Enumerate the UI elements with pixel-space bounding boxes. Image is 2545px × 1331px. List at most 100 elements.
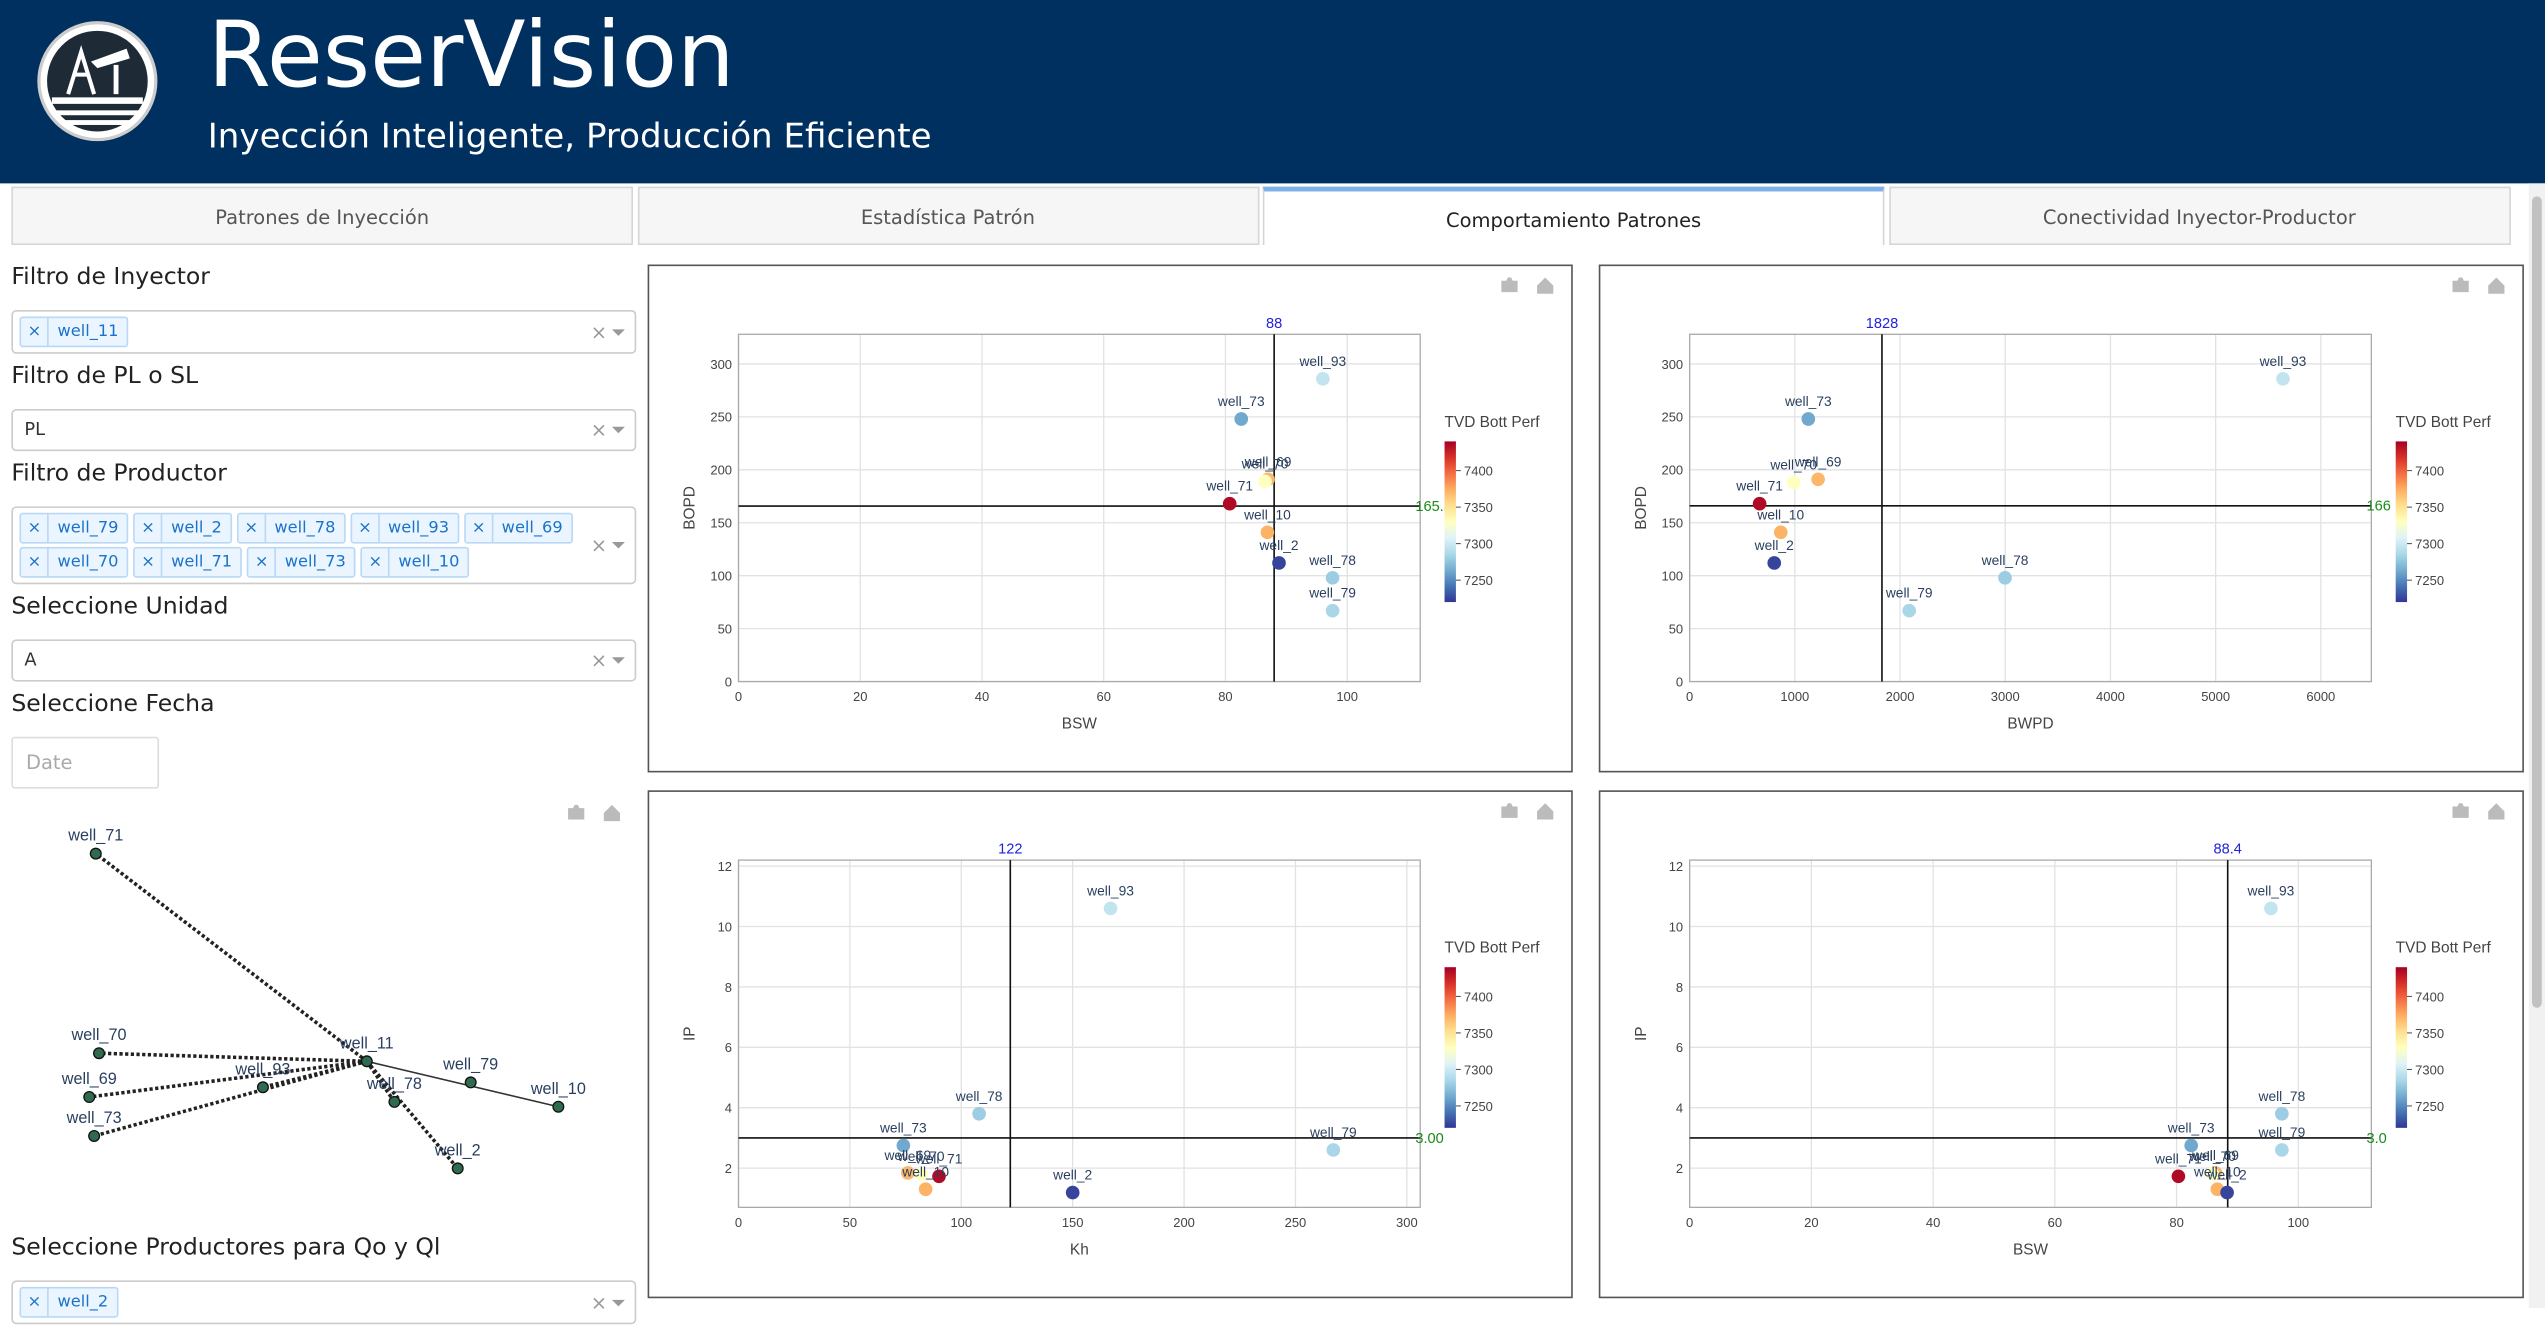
modebar-camera[interactable]	[2452, 277, 2469, 293]
x-tick-label: 0	[735, 689, 742, 704]
reference-label: 3.00	[1415, 1131, 1443, 1147]
data-point[interactable]	[2205, 1167, 2220, 1181]
dropdown-caret[interactable]	[611, 426, 625, 440]
data-point[interactable]	[932, 1169, 946, 1184]
network-node[interactable]	[360, 1055, 373, 1068]
tag-remove[interactable]: ×	[135, 514, 163, 543]
modebar-camera[interactable]	[1501, 277, 1518, 293]
app-title: ReserVision	[207, 3, 735, 109]
data-point[interactable]	[2275, 1143, 2289, 1157]
dropdown[interactable]: PL ×	[11, 408, 637, 452]
data-point[interactable]	[2264, 901, 2278, 916]
dropdown-caret[interactable]	[611, 657, 625, 670]
data-point[interactable]	[1786, 475, 1801, 490]
data-point[interactable]	[1325, 603, 1340, 618]
data-point[interactable]	[1767, 556, 1782, 570]
tag: × well_10	[360, 546, 470, 578]
clear-button[interactable]: ×	[590, 1290, 608, 1314]
data-point[interactable]	[918, 1182, 933, 1197]
modebar-home[interactable]	[603, 804, 621, 822]
point-label: well_78	[955, 1089, 1003, 1104]
dropdown-caret[interactable]	[611, 328, 625, 342]
network-node[interactable]	[93, 1047, 106, 1060]
network-node[interactable]	[256, 1081, 269, 1094]
tab[interactable]: Conectividad Inyector-Productor	[1888, 186, 2511, 246]
clear-button[interactable]: ×	[590, 320, 608, 344]
chart: 0 50 100 150 200 250 300 2 4 6 8 10 12 Kh IP 122 3.00 725…	[682, 803, 1554, 1258]
dropdown[interactable]: × well_11 ×	[11, 309, 637, 354]
modebar-camera[interactable]	[568, 804, 585, 820]
network-node[interactable]	[89, 847, 102, 860]
network-node[interactable]	[451, 1162, 464, 1175]
tag-remove[interactable]: ×	[465, 514, 494, 543]
filter-label: Seleccione Fecha	[11, 691, 215, 718]
data-point[interactable]	[1222, 496, 1237, 511]
tag-remove[interactable]: ×	[352, 514, 380, 543]
dropdown[interactable]: × well_79 × well_2 × well_78 × well_93 × well_69×…	[11, 506, 637, 585]
data-point[interactable]	[1260, 525, 1275, 540]
tab[interactable]: Estadística Patrón	[637, 186, 1259, 246]
dropdown[interactable]: × well_2 ×	[11, 1280, 637, 1325]
data-point[interactable]	[1258, 474, 1272, 489]
data-point[interactable]	[2171, 1169, 2186, 1184]
modebar-camera[interactable]	[1501, 803, 1518, 818]
network-node[interactable]	[83, 1091, 96, 1104]
clear-button[interactable]: ×	[590, 418, 608, 442]
point-label: well_73	[879, 1120, 927, 1135]
data-point[interactable]	[1998, 570, 2012, 585]
dropdown-caret[interactable]	[611, 1299, 625, 1312]
modebar-home[interactable]	[1537, 803, 1554, 820]
data-point[interactable]	[896, 1138, 911, 1153]
data-point[interactable]	[2275, 1106, 2289, 1121]
modebar-home[interactable]	[2488, 803, 2505, 820]
data-point[interactable]	[2184, 1138, 2199, 1153]
data-point[interactable]	[1811, 472, 1825, 487]
data-point[interactable]	[1773, 525, 1788, 540]
data-point[interactable]	[972, 1106, 986, 1121]
scroll-thumb[interactable]	[2532, 196, 2542, 1008]
tag-remove[interactable]: ×	[362, 548, 391, 577]
network-node[interactable]	[88, 1129, 101, 1142]
tag-remove[interactable]: ×	[238, 514, 267, 543]
data-point[interactable]	[1065, 1185, 1080, 1200]
network-node[interactable]	[388, 1095, 401, 1108]
data-point[interactable]	[1752, 496, 1767, 511]
tag-remove[interactable]: ×	[21, 514, 50, 543]
data-point[interactable]	[1801, 412, 1816, 426]
dropdown-caret[interactable]	[611, 542, 625, 555]
data-point[interactable]	[1326, 1143, 1341, 1157]
clear-button[interactable]: ×	[590, 649, 608, 672]
y-tick-label: 0	[725, 674, 732, 689]
date-input[interactable]: Date	[11, 736, 160, 789]
tab[interactable]: Comportamiento Patrones	[1262, 186, 1885, 246]
tag-remove[interactable]: ×	[21, 1288, 50, 1317]
data-point[interactable]	[1272, 556, 1286, 570]
data-point[interactable]	[2220, 1185, 2234, 1200]
x-axis-title: BSW	[2013, 1241, 2049, 1258]
tag-remove[interactable]: ×	[21, 318, 50, 346]
x-tick-label: 3000	[1991, 689, 2020, 704]
node-label: well_70	[71, 1026, 127, 1044]
dropdown[interactable]: A ×	[11, 639, 637, 682]
scrollbar[interactable]	[2528, 183, 2545, 1308]
data-point[interactable]	[914, 1167, 929, 1181]
x-axis-title: BSW	[1062, 716, 1098, 733]
data-point[interactable]	[901, 1166, 915, 1180]
modebar-home[interactable]	[2488, 277, 2505, 294]
data-point[interactable]	[1316, 371, 1330, 386]
y-tick-label: 50	[718, 622, 732, 637]
data-point[interactable]	[1902, 603, 1917, 618]
data-point[interactable]	[1234, 412, 1249, 426]
tag-remove[interactable]: ×	[135, 548, 163, 577]
data-point[interactable]	[1325, 570, 1340, 585]
tag-remove[interactable]: ×	[248, 548, 277, 577]
data-point[interactable]	[1103, 901, 1118, 916]
network-node[interactable]	[552, 1100, 565, 1113]
modebar-camera[interactable]	[2452, 803, 2469, 818]
network-node[interactable]	[464, 1076, 477, 1089]
tab[interactable]: Patrones de Inyección	[11, 186, 634, 246]
modebar-home[interactable]	[1537, 277, 1554, 294]
data-point[interactable]	[2276, 371, 2290, 386]
clear-button[interactable]: ×	[590, 533, 608, 557]
tag-remove[interactable]: ×	[21, 548, 50, 577]
